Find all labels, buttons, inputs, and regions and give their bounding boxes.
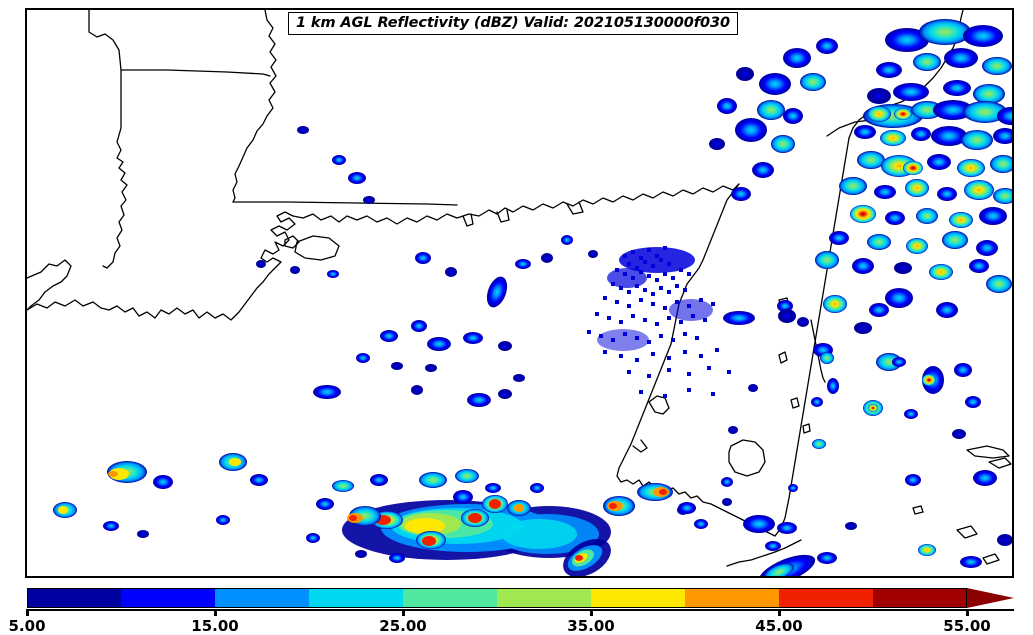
lake-maurepas: [284, 235, 300, 249]
echo-region-ne-florida: [709, 38, 838, 201]
colorbar-tick-label: 25.00: [379, 617, 427, 635]
bay-charlotte-harbor: [632, 439, 648, 453]
colorbar-tick: [590, 609, 593, 616]
echo-region-big-bend-speckle: [587, 246, 731, 398]
colorbar-tick-label: 5.00: [8, 617, 46, 635]
echo-region-florida-peninsula: [677, 309, 857, 551]
radar-map-panel: [25, 8, 1014, 578]
bahamas-grand-bahama: [966, 445, 1010, 459]
colorbar-tick: [966, 609, 969, 616]
echo-region-gulf-scattered: [53, 453, 708, 538]
bahamas-bimini: [912, 505, 924, 515]
colorbar-segment: [309, 588, 403, 608]
bay-tampa: [648, 395, 670, 415]
lake-central-fl-3: [802, 423, 811, 434]
lake-central-fl-1: [778, 351, 788, 364]
colorbar-segment: [873, 588, 967, 608]
chart-title: 1 km AGL Reflectivity (dBZ) Valid: 20210…: [288, 12, 738, 35]
florida-keys: [726, 539, 802, 567]
colorbar-tick: [778, 609, 781, 616]
coastline-louisiana-delta: [27, 211, 296, 321]
colorbar-tick: [402, 609, 405, 616]
colorbar-tick: [214, 609, 217, 616]
colorbar-tick-label: 45.00: [755, 617, 803, 635]
state-border-la-ms-horizontal: [120, 69, 271, 77]
colorbar: 5.00 15.00 25.00 35.00 45.00 55.00: [0, 578, 1033, 635]
echo-region-atlantic: [815, 19, 1012, 293]
colorbar-axis-line: [27, 609, 1014, 611]
bahamas-abaco: [988, 457, 1012, 469]
map-geography: [27, 10, 1012, 567]
lake-central-fl-2: [790, 397, 800, 409]
bay-choctawhatchee: [496, 209, 510, 223]
echo-speckle-core: [597, 247, 713, 351]
coastline-florida-east: [774, 137, 850, 537]
map-canvas: [27, 10, 1012, 576]
colorbar-segment: [27, 588, 121, 608]
colorbar-over-arrow: [967, 588, 1014, 608]
lake-okeechobee: [728, 439, 766, 477]
state-border-al-fl: [232, 201, 458, 206]
colorbar-tick-label: 15.00: [191, 617, 239, 635]
bay-pensacola: [462, 213, 474, 227]
colorbar-segment: [121, 588, 215, 608]
reflectivity-echoes: [53, 19, 1012, 576]
colorbar-tick-label: 35.00: [567, 617, 615, 635]
colorbar-tick: [26, 609, 29, 616]
state-border-tx-la: [88, 10, 128, 269]
colorbar-segment: [403, 588, 497, 608]
colorbar-segment: [215, 588, 309, 608]
colorbar-segment: [685, 588, 779, 608]
bay-apalachicola: [566, 201, 584, 215]
bahamas-andros: [956, 525, 978, 539]
colorbar-segment: [779, 588, 873, 608]
echo-region-keys-band: [758, 552, 837, 576]
coastline-gulf-panhandle: [292, 183, 740, 225]
bahamas-island-small: [982, 553, 1000, 565]
colorbar-segment: [497, 588, 591, 608]
echo-region-gulf-line: [306, 469, 611, 576]
colorbar-gradient[interactable]: [27, 588, 967, 608]
state-border-ms-al: [232, 10, 277, 203]
bahamas-nw-edge: [826, 119, 872, 137]
colorbar-tick-label: 55.00: [943, 617, 991, 635]
colorbar-segment: [591, 588, 685, 608]
lake-pontchartrain: [294, 235, 340, 261]
coastline-texas-louisiana: [27, 259, 72, 311]
echo-region-ne-gulf: [256, 126, 598, 407]
